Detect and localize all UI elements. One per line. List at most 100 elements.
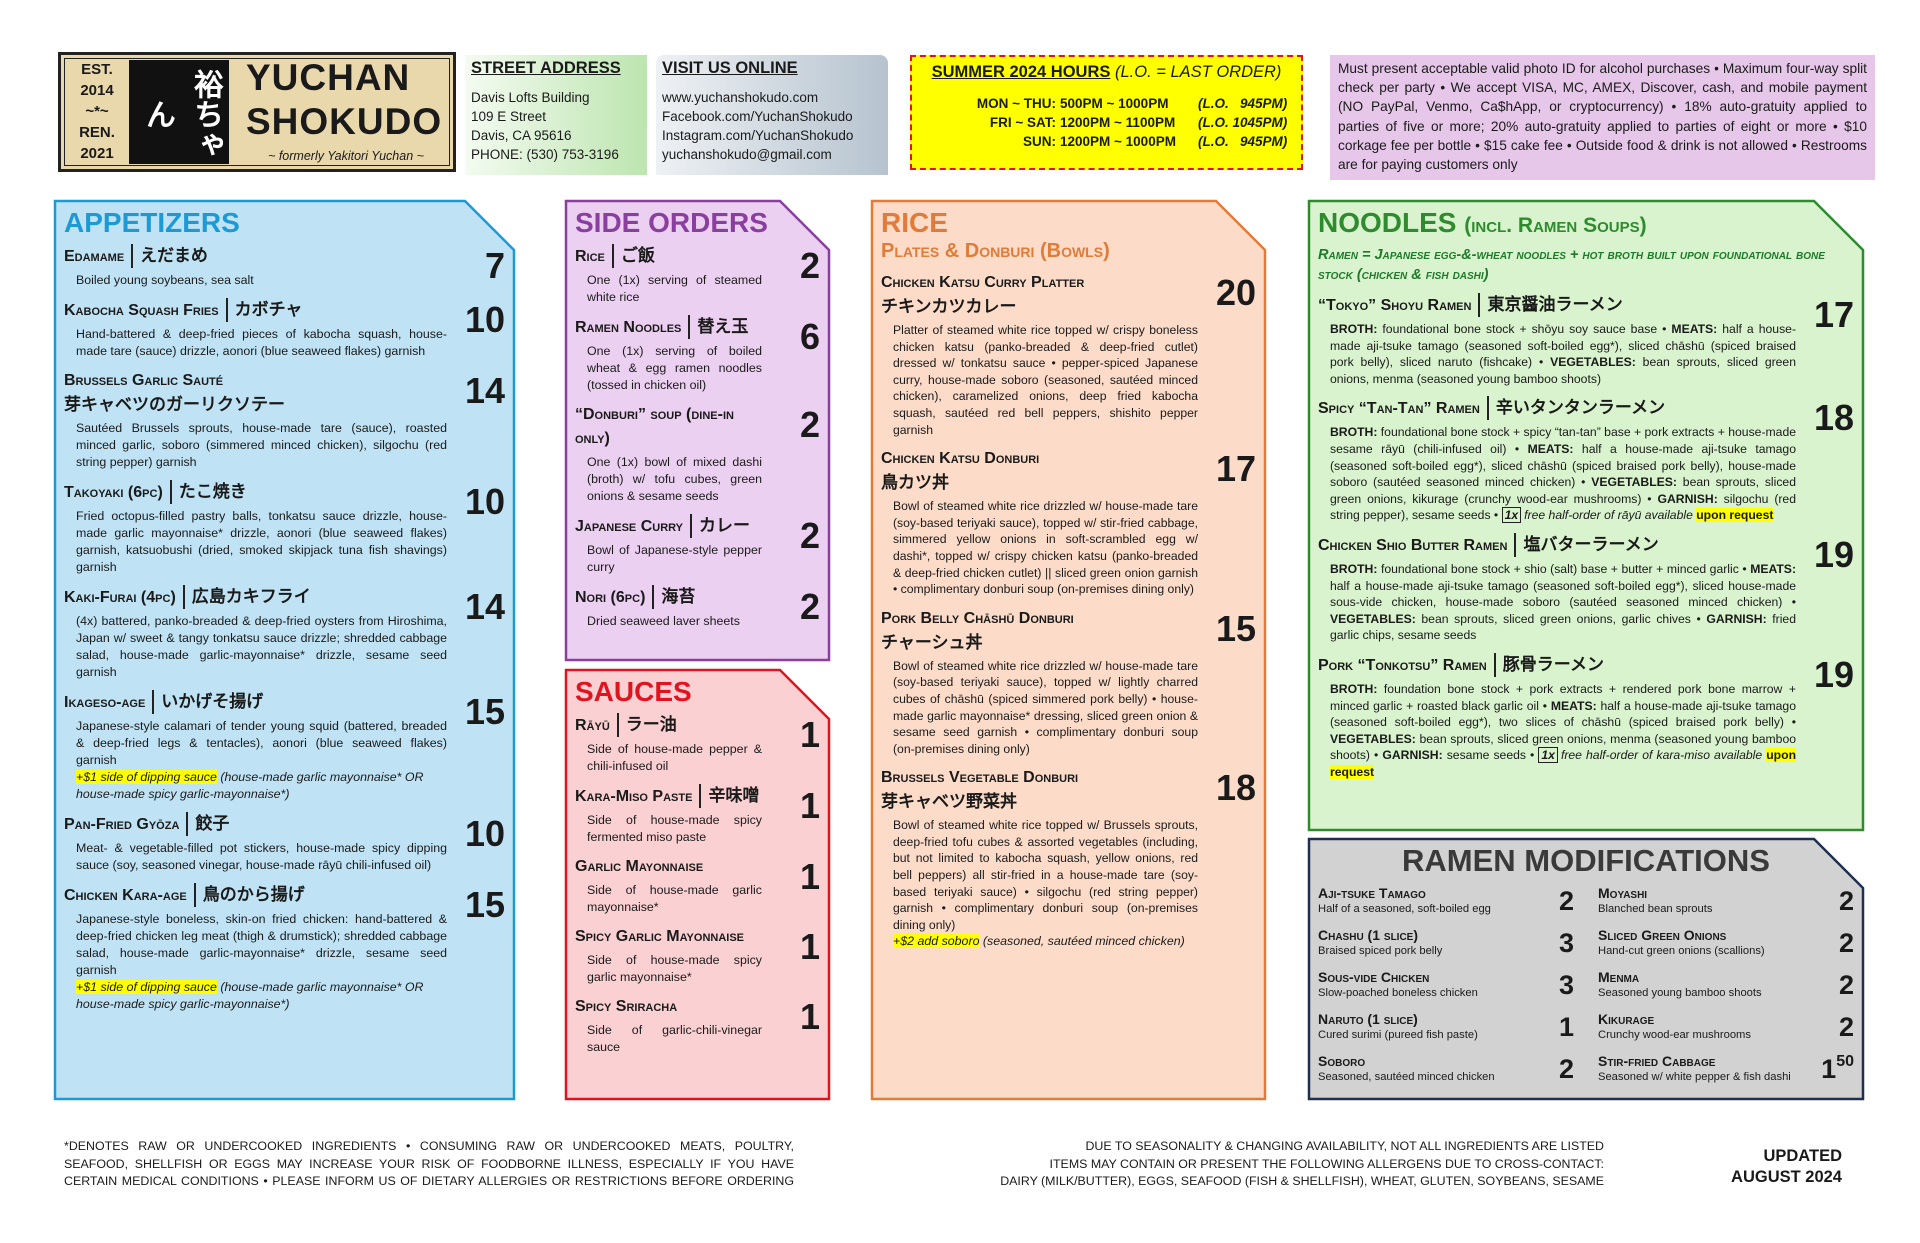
hours-row: FRI ~ SAT: 1200PM ~ 1100PM (L.O. 1045PM) [922, 113, 1291, 132]
item-name: Pork “Tonkotsu” Ramen [1318, 656, 1487, 674]
item-body: Ramen Noodles 替え玉 One (1x) serving of boil… [575, 315, 762, 394]
price: 20 [1215, 272, 1256, 313]
menu-item: Spicy Sriracha Side of garlic-chili-vineg… [575, 995, 820, 1056]
online-line: Facebook.com/YuchanShokudo [662, 109, 853, 124]
est-label: EST. [81, 61, 113, 78]
item-name-jp: えだまめ [131, 244, 208, 268]
panel-shape [1307, 199, 1865, 832]
modification-description: Seasoned w/ white pepper & fish dashi [1598, 1071, 1791, 1083]
item-description: BROTH: foundational bone stock + spicy “… [1330, 425, 1796, 524]
price: 15 [464, 884, 505, 925]
item-name-jp: 鳥のから揚げ [193, 883, 305, 907]
item-name: Pork Belly Chāshū Donburi [881, 609, 1074, 627]
item-name: Spicy Garlic Mayonnaise [575, 928, 745, 945]
item-name-line: Nori (6pc) 海苔 [575, 585, 762, 610]
time: 500PM ~ 1000PM [1060, 96, 1169, 111]
item-name: Ikageso-age [64, 694, 146, 711]
menu-item: “Tokyo” Shoyu Ramen 東京醤油ラーメン BROTH: founda… [1318, 293, 1854, 387]
add-on-note: (house-made garlic mayonnaise* OR house-… [76, 980, 424, 1011]
item-name: Brussels Vegetable Donburi [881, 769, 1079, 787]
modification-body: Sous-vide Chicken Slow-poached boneless c… [1318, 968, 1534, 1004]
menu-item: Garlic Mayonnaise Side of house-made garl… [575, 855, 820, 916]
panel-background [564, 668, 831, 1101]
item-description: BROTH: foundation bone stock + pork extr… [1330, 681, 1797, 779]
online-card: VISIT US ONLINE www.yuchanshokudo.com Fac… [656, 55, 888, 175]
menu-item: Brussels Garlic Sauté 芽キャベツのガーリクソテー Sautée… [64, 369, 505, 471]
menu-item: Chicken Shio Butter Ramen 塩バターラーメン BROTH: … [1318, 532, 1854, 644]
item-name: Kaki-Furai (4pc) [64, 589, 176, 606]
menu-item: Edamame えだまめ Boiled young soybeans, sea sa… [64, 244, 505, 289]
price: 19 [1813, 533, 1854, 575]
price: 19 [1813, 653, 1854, 695]
item-description: Dried seaweed laver sheets [587, 614, 740, 628]
sauces-panel: SAUCES Rāyū ラー油 Side of house-made pepper &… [564, 668, 831, 1101]
price: 3 [1558, 928, 1574, 958]
item-description: Japanese-style boneless, skin-on fried c… [76, 912, 447, 977]
item-name-line: Rice ご飯 [575, 244, 762, 269]
item-body: Rāyū ラー油 Side of house-made pepper & chili… [575, 713, 762, 775]
item-body: Takoyaki (6pc) たこ焼き Fried octopus-filled p… [64, 480, 447, 576]
title: SUMMER 2024 HOURS [931, 63, 1111, 81]
item-name-jp: 広島カキフライ [182, 585, 311, 609]
address-line: 109 E Street [471, 109, 547, 124]
section-title: SAUCES [575, 675, 820, 709]
modification: Aji-tsuke Tamago Half of a seasoned, soft… [1318, 884, 1574, 920]
item-description: BROTH: foundational bone stock + shōyu s… [1330, 322, 1796, 386]
menu-item: Pork Belly Chāshū Donburi チャーシュ丼 Bowl of s… [881, 607, 1256, 758]
modification: Moyashi Blanched bean sprouts 2 [1598, 884, 1854, 920]
modification-name: Naruto (1 slice) [1318, 1011, 1418, 1027]
menu-item: Rāyū ラー油 Side of house-made pepper & chili… [575, 713, 820, 775]
perk-badge: 1x [1501, 507, 1522, 524]
item-body: Chicken Katsu Donburi 鳥カツ丼 Bowl of steamed… [881, 447, 1198, 598]
item-name: Brussels Garlic Sauté [64, 372, 224, 389]
modification-name: Aji-tsuke Tamago [1318, 885, 1426, 901]
restaurant-name: SHOKUDO [246, 101, 443, 142]
panel-background [53, 199, 516, 1101]
item-name-line: Brussels Vegetable Donburi 芽キャベツ野菜丼 [881, 766, 1198, 814]
allergens: DUE TO SEASONALITY & CHANGING AVAILABILI… [900, 1138, 1604, 1191]
modification-body: Stir-fried Cabbage Seasoned w/ white pepp… [1598, 1052, 1814, 1088]
title: APPETIZERS [64, 207, 240, 238]
hours-row: SUN: 1200PM ~ 1000PM (L.O. 945PM) [922, 132, 1291, 151]
modification: Sous-vide Chicken Slow-poached boneless c… [1318, 968, 1574, 1004]
item-name: Chicken Katsu Curry Platter [881, 274, 1085, 291]
item-name: Garlic Mayonnaise [575, 858, 704, 875]
add-on: +$2 add soboro (seasoned, sautéed minced… [881, 933, 1198, 950]
item-name-line: Kabocha Squash Fries カボチャ [64, 298, 447, 323]
updated: UPDATED AUGUST 2024 [1700, 1146, 1842, 1188]
item-name: “Donburi” soup (dine-in only) [575, 406, 734, 447]
item-body: Chicken Katsu Curry Platter チキンカツカレー Platt… [881, 271, 1198, 438]
section-title: RAMEN MODIFICATIONS [1402, 843, 1770, 878]
hours-rows: MON ~ THU: 500PM ~ 1000PM (L.O. 945PM) FRI … [922, 94, 1291, 151]
price: 2 [1838, 886, 1854, 916]
item-name-jp: 海苔 [652, 585, 695, 609]
item-name-jp: 芽キャベツのガーリクソテー [64, 395, 285, 414]
price: 17 [1813, 294, 1854, 335]
modification-name: Kikurage [1598, 1011, 1655, 1027]
days: SUN: [1023, 134, 1056, 149]
price: 1 [1558, 1012, 1574, 1042]
item-name: Ramen Noodles [575, 319, 682, 336]
price: 2 [1838, 1012, 1854, 1042]
panel-background [870, 199, 1267, 1101]
address-line: PHONE: (530) 753-3196 [471, 147, 619, 162]
item-description: Bowl of steamed white rice drizzled w/ h… [893, 499, 1198, 597]
add-on-note: (seasoned, sautéed minced chicken) [982, 934, 1185, 949]
modification-name: Stir-fried Cabbage [1598, 1053, 1716, 1069]
price: 2 [799, 245, 820, 286]
item-body: Kabocha Squash Fries カボチャ Hand-battered & … [64, 298, 447, 360]
section-subtitle: Ramen = Japanese egg-&-wheat noodles + h… [1318, 247, 1825, 283]
disclaimer-line: SEAFOOD, SHELLFISH OR EGGS MAY INCREASE … [64, 1156, 794, 1171]
item-description: Meat- & vegetable-filled pot stickers, h… [76, 841, 447, 872]
disclaimer-line: *DENOTES RAW OR UNDERCOOKED INGREDIENTS … [64, 1139, 794, 1153]
price: 10 [464, 299, 505, 340]
item-name-jp: 辛味噌 [699, 784, 759, 808]
item-name: Edamame [64, 248, 125, 265]
address-lines: Davis Lofts Building 109 E Street Davis, C… [471, 88, 641, 164]
est-year: 2014 [80, 82, 114, 99]
item-name-jp: たこ焼き [169, 480, 247, 504]
item-body: Kara-Miso Paste 辛味噌 Side of house-made spi… [575, 784, 762, 846]
panel-shape [1307, 837, 1865, 1101]
item-name-line: Chicken Shio Butter Ramen 塩バターラーメン [1318, 532, 1796, 558]
perk-badge: 1x [1538, 747, 1558, 764]
